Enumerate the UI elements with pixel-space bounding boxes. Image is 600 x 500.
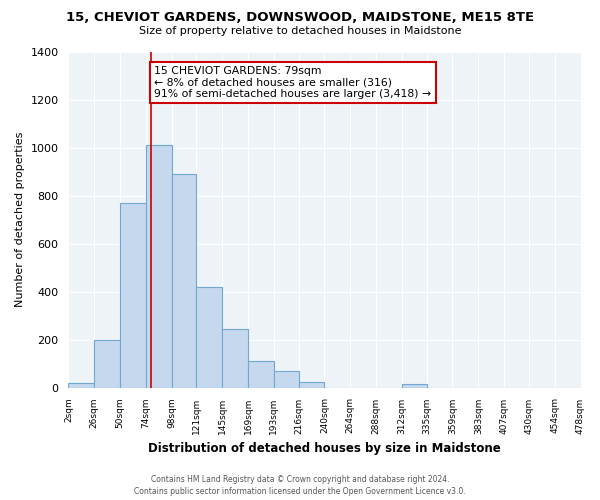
Bar	[172, 174, 196, 388]
Y-axis label: Number of detached properties: Number of detached properties	[15, 132, 25, 307]
Bar	[402, 384, 427, 388]
Bar	[222, 329, 248, 388]
X-axis label: Distribution of detached houses by size in Maidstone: Distribution of detached houses by size …	[148, 442, 501, 455]
Text: Contains HM Land Registry data © Crown copyright and database right 2024.
Contai: Contains HM Land Registry data © Crown c…	[134, 474, 466, 496]
Bar	[146, 145, 172, 388]
Text: 15, CHEVIOT GARDENS, DOWNSWOOD, MAIDSTONE, ME15 8TE: 15, CHEVIOT GARDENS, DOWNSWOOD, MAIDSTON…	[66, 11, 534, 24]
Bar	[196, 286, 222, 388]
Bar	[94, 340, 120, 388]
Bar	[120, 202, 146, 388]
Text: Size of property relative to detached houses in Maidstone: Size of property relative to detached ho…	[139, 26, 461, 36]
Bar	[274, 371, 299, 388]
Bar	[299, 382, 325, 388]
Bar	[248, 361, 274, 388]
Text: 15 CHEVIOT GARDENS: 79sqm
← 8% of detached houses are smaller (316)
91% of semi-: 15 CHEVIOT GARDENS: 79sqm ← 8% of detach…	[154, 66, 431, 99]
Bar	[68, 383, 94, 388]
